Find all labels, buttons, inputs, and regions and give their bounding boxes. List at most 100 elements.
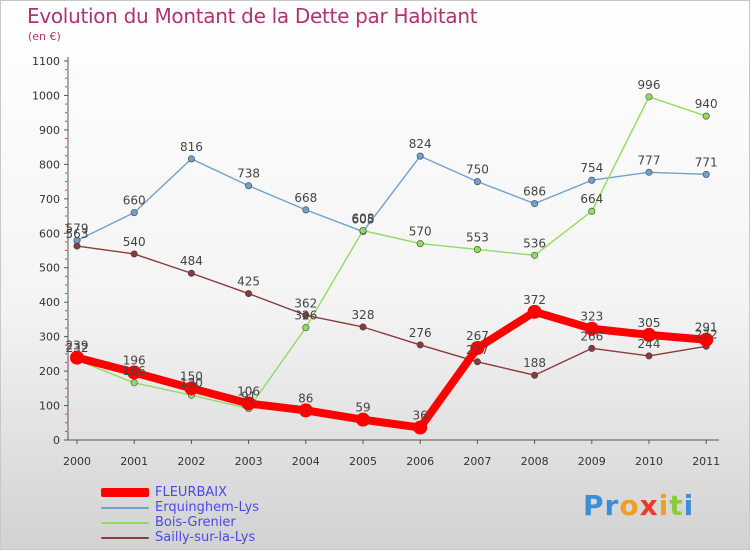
chart-legend: FLEURBAIX Erquinghem-Lys Bois-Grenier Saill… — [101, 485, 259, 545]
data-label: 608 — [352, 212, 375, 226]
data-label: 232 — [66, 341, 89, 355]
data-point — [245, 290, 253, 298]
data-point — [531, 371, 539, 379]
data-label: 267 — [466, 329, 489, 343]
y-tick-label: 500 — [39, 262, 60, 275]
legend-swatch — [101, 521, 149, 524]
legend-swatch — [101, 488, 149, 497]
data-label: 272 — [695, 327, 718, 341]
y-tick-label: 1100 — [32, 55, 60, 68]
data-label: 754 — [580, 161, 603, 175]
chart-title: Evolution du Montant de la Dette par Hab… — [27, 4, 478, 28]
data-label: 605 — [352, 213, 375, 227]
data-point — [416, 152, 424, 160]
data-point — [588, 344, 596, 352]
data-point — [642, 327, 656, 342]
data-label: 291 — [695, 321, 718, 335]
x-tick-label: 2002 — [177, 455, 205, 468]
data-point — [127, 365, 142, 380]
logo-letter: x — [639, 489, 659, 522]
data-label: 244 — [638, 337, 661, 351]
legend-label: Erquinghem-Lys — [155, 500, 260, 515]
x-tick-label: 2005 — [349, 455, 377, 468]
data-label: 130 — [180, 376, 203, 390]
data-label: 59 — [355, 401, 370, 415]
data-point — [645, 168, 653, 176]
data-label: 664 — [580, 192, 603, 206]
data-label: 323 — [580, 310, 603, 324]
data-label: 536 — [523, 236, 546, 250]
data-label: 686 — [523, 185, 546, 199]
series-line-1 — [76, 155, 707, 242]
data-label: 196 — [123, 353, 146, 367]
data-point — [473, 245, 481, 253]
y-tick-label: 400 — [39, 296, 60, 309]
x-tick-label: 2006 — [406, 455, 434, 468]
data-label: 553 — [466, 230, 489, 244]
data-label: 668 — [294, 191, 317, 205]
y-tick-label: 1000 — [32, 89, 60, 102]
data-point — [359, 227, 367, 235]
legend-label: Bois-Grenier — [155, 515, 236, 530]
data-label: 540 — [123, 235, 146, 249]
x-tick-label: 2003 — [235, 455, 263, 468]
data-label: 579 — [66, 222, 89, 236]
data-label: 824 — [409, 137, 432, 151]
data-label: 150 — [180, 369, 203, 383]
data-point — [531, 200, 539, 208]
data-point — [702, 112, 710, 120]
data-label: 86 — [298, 391, 313, 405]
data-point — [245, 182, 253, 190]
legend-label: Sailly-sur-la-Lys — [155, 530, 256, 545]
y-tick-label: 800 — [39, 158, 60, 171]
data-point — [645, 352, 653, 360]
data-point — [588, 207, 596, 215]
data-label: 305 — [638, 316, 661, 330]
data-point — [302, 206, 310, 214]
data-point — [241, 396, 256, 411]
data-label: 996 — [638, 78, 661, 92]
series-line-3 — [76, 245, 707, 376]
series-line-0 — [73, 307, 711, 432]
chart-subtitle: (en €) — [28, 30, 61, 43]
data-point — [302, 311, 310, 319]
data-point — [187, 155, 195, 163]
data-label: 425 — [237, 275, 260, 289]
data-point — [184, 381, 199, 396]
data-point — [70, 350, 84, 365]
legend-item: Sailly-sur-la-Lys — [101, 530, 259, 545]
data-point — [130, 379, 138, 387]
logo-letter: o — [619, 489, 640, 522]
data-point — [645, 93, 653, 101]
x-tick-label: 2004 — [292, 455, 320, 468]
data-label: 940 — [695, 97, 718, 111]
logo-letter: t — [669, 489, 684, 522]
data-label: 166 — [123, 364, 146, 378]
data-point — [527, 304, 542, 319]
y-tick-label: 0 — [53, 434, 60, 447]
y-tick-label: 900 — [39, 124, 60, 137]
data-point — [588, 176, 596, 184]
logo-letter: P — [583, 489, 605, 522]
x-tick-label: 2001 — [120, 455, 148, 468]
y-tick-label: 300 — [39, 331, 60, 344]
data-label: 750 — [466, 163, 489, 177]
data-point — [413, 420, 428, 435]
data-label: 326 — [294, 309, 317, 323]
y-tick-label: 700 — [39, 193, 60, 206]
data-point — [130, 209, 138, 217]
data-point — [356, 412, 370, 427]
data-label: 484 — [180, 254, 203, 268]
data-point — [531, 251, 539, 259]
data-point — [584, 321, 599, 336]
data-point — [130, 250, 138, 258]
x-tick-label: 2011 — [692, 455, 720, 468]
data-label: 91 — [241, 390, 256, 404]
data-label: 227 — [466, 343, 489, 357]
data-label: 777 — [638, 153, 661, 167]
legend-item: FLEURBAIX — [101, 485, 259, 500]
data-point — [416, 240, 424, 248]
data-label: 266 — [580, 329, 603, 343]
